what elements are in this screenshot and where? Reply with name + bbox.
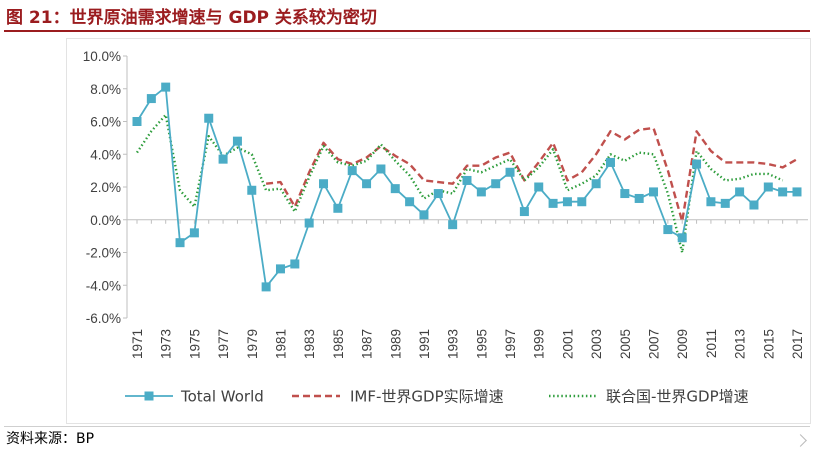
- legend: Total World IMF-世界GDP实际增速 联合国-世界GDP增速: [125, 388, 749, 406]
- data-point: [448, 220, 458, 230]
- data-point: [620, 189, 630, 199]
- y-axis: -6.0% -4.0% -2.0% 0.0% 2.0% 4.0% 6.0% 8.0% 10.0%: [83, 49, 128, 326]
- x-tick-label: 2017: [790, 329, 805, 359]
- data-point: [706, 197, 716, 207]
- data-point: [290, 259, 300, 269]
- data-point: [347, 166, 357, 176]
- data-point: [204, 113, 214, 123]
- data-point: [304, 218, 314, 228]
- x-tick-label: 2009: [675, 329, 690, 359]
- x-tick-label: 2005: [618, 329, 633, 359]
- source-divider: [4, 426, 810, 427]
- data-point: [146, 94, 156, 104]
- data-point: [605, 157, 615, 167]
- x-axis: 1971 1973 1975 1977 1979 1981 1983 1985 1987 1989…: [127, 219, 808, 359]
- x-tick-label: 1973: [159, 329, 174, 359]
- data-point: [390, 184, 400, 194]
- data-point: [218, 154, 228, 164]
- data-point: [519, 207, 529, 217]
- data-point: [634, 193, 644, 203]
- data-point: [548, 198, 558, 208]
- source-note: 资料来源：BP: [6, 431, 95, 447]
- series-line-2: [136, 113, 784, 254]
- data-point: [663, 225, 673, 235]
- data-point: [720, 198, 730, 208]
- title-underline: [4, 30, 810, 32]
- legend-label-2: 联合国-世界GDP增速: [606, 388, 749, 406]
- data-point: [505, 167, 515, 177]
- data-point: [562, 197, 572, 207]
- data-point: [792, 187, 802, 197]
- x-tick-label: 1995: [474, 329, 489, 359]
- y-tick-label: -4.0%: [86, 278, 121, 293]
- x-tick-label: 1971: [130, 329, 145, 359]
- data-point: [591, 179, 601, 189]
- y-tick-label: 0.0%: [90, 213, 121, 228]
- x-tick-label: 1977: [216, 329, 231, 359]
- x-tick-label: 1987: [360, 329, 375, 359]
- series-line-1: [265, 126, 798, 223]
- data-point: [577, 197, 587, 207]
- x-tick-label: 1999: [532, 329, 547, 359]
- x-tick-label: 2013: [733, 329, 748, 359]
- x-tick-label: 2007: [647, 329, 662, 359]
- data-point: [534, 182, 544, 192]
- chart-frame: [66, 38, 811, 424]
- x-tick-label: 2001: [560, 329, 575, 359]
- data-point: [232, 136, 242, 146]
- data-point: [763, 182, 773, 192]
- x-tick-label: 1979: [245, 329, 260, 359]
- figure-title: 图 21：世界原油需求增速与 GDP 关系较为密切: [6, 8, 377, 28]
- data-point: [749, 200, 759, 210]
- y-tick-label: -6.0%: [86, 311, 121, 326]
- x-tick-label: 1975: [187, 329, 202, 359]
- series-line-0: [136, 86, 797, 288]
- x-tick-label: 1991: [417, 329, 432, 359]
- data-point: [476, 187, 486, 197]
- x-tick-label: 2003: [589, 329, 604, 359]
- data-point: [261, 282, 271, 292]
- x-tick-label: 1981: [273, 329, 288, 359]
- x-tick-label: 1985: [331, 329, 346, 359]
- legend-label-0: Total World: [180, 388, 264, 406]
- legend-label-1: IMF-世界GDP实际增速: [350, 388, 504, 406]
- data-point: [778, 187, 788, 197]
- data-point: [649, 187, 659, 197]
- legend-marker: [144, 391, 154, 401]
- y-tick-label: 2.0%: [90, 180, 121, 195]
- data-point: [462, 175, 472, 185]
- data-point: [132, 117, 142, 126]
- y-tick-label: 8.0%: [90, 82, 121, 97]
- data-point: [362, 179, 372, 189]
- data-point: [161, 82, 171, 92]
- data-point: [433, 189, 443, 199]
- x-tick-label: 2015: [761, 329, 776, 359]
- x-tick-label: 1997: [503, 329, 518, 359]
- data-point: [247, 185, 257, 195]
- data-point: [419, 210, 429, 220]
- data-point: [319, 179, 329, 189]
- data-point: [333, 203, 343, 213]
- data-point: [677, 233, 687, 243]
- data-point: [491, 179, 501, 189]
- data-point: [405, 197, 415, 207]
- x-tick-label: 1993: [446, 329, 461, 359]
- plot-area: [132, 82, 802, 292]
- data-point: [376, 164, 386, 174]
- y-tick-label: -2.0%: [86, 246, 121, 261]
- x-tick-label: 1983: [302, 329, 317, 359]
- data-point: [735, 187, 745, 197]
- data-point: [692, 159, 702, 169]
- y-tick-label: 4.0%: [90, 147, 121, 162]
- x-tick-label: 1989: [388, 329, 403, 359]
- y-tick-label: 10.0%: [83, 49, 121, 64]
- data-point: [175, 238, 185, 248]
- data-point: [275, 264, 285, 274]
- x-tick-label: 2011: [704, 329, 719, 358]
- data-point: [189, 228, 199, 238]
- y-tick-label: 6.0%: [90, 115, 121, 130]
